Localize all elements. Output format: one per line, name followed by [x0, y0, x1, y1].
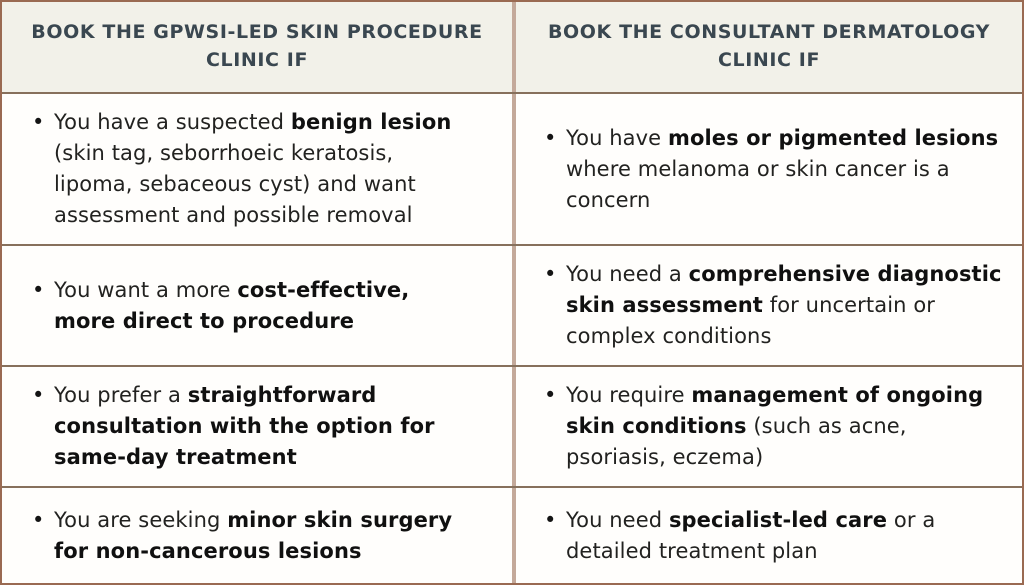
table-row: • You prefer a straightforward consultati… [2, 365, 1022, 486]
table-body: • You have a suspected benign lesion (ski… [2, 92, 1022, 583]
right-cell: • You require management of ongoing skin … [512, 367, 1022, 486]
left-cell: • You are seeking minor skin surgery for … [2, 488, 512, 583]
table-header-row: BOOK THE GPWSI-LED SKIN PROCEDURE CLINIC… [2, 2, 1022, 92]
left-cell: • You prefer a straightforward consultati… [2, 367, 512, 486]
left-cell: • You want a more cost-effective, more di… [2, 246, 512, 365]
header-dermatology-clinic: BOOK THE CONSULTANT DERMATOLOGY CLINIC I… [512, 2, 1022, 92]
list-item-text: You need specialist-led care or a detail… [566, 507, 936, 563]
list-item-text: You want a more cost-effective, more dir… [54, 277, 410, 333]
bullet-icon: • [544, 383, 557, 407]
table-row: • You have a suspected benign lesion (ski… [2, 92, 1022, 244]
list-item: • You want a more cost-effective, more di… [32, 275, 470, 337]
list-item-text: You are seeking minor skin surgery for n… [54, 507, 453, 563]
right-cell: • You have moles or pigmented lesions whe… [512, 94, 1022, 244]
bullet-icon: • [32, 277, 45, 302]
list-item: • You need specialist-led care or a detai… [544, 505, 1010, 567]
list-item: • You prefer a straightforward consultati… [32, 380, 470, 473]
list-item: • You have moles or pigmented lesions whe… [544, 123, 1010, 216]
bullet-icon: • [544, 507, 557, 532]
header-gpwsi-label: BOOK THE GPWSI-LED SKIN PROCEDURE CLINIC… [31, 21, 483, 71]
list-item: • You need a comprehensive diagnostic ski… [544, 259, 1010, 352]
list-item: • You are seeking minor skin surgery for … [32, 505, 470, 567]
header-gpwsi-clinic: BOOK THE GPWSI-LED SKIN PROCEDURE CLINIC… [2, 2, 512, 92]
right-cell: • You need a comprehensive diagnostic ski… [512, 246, 1022, 365]
left-cell: • You have a suspected benign lesion (ski… [2, 94, 512, 244]
table-row: • You are seeking minor skin surgery for … [2, 486, 1022, 583]
list-item-text: You prefer a straightforward consultatio… [54, 383, 435, 469]
bullet-icon: • [544, 125, 557, 150]
bullet-icon: • [32, 507, 45, 532]
list-item-text: You need a comprehensive diagnostic skin… [566, 262, 1002, 348]
list-item: • You have a suspected benign lesion (ski… [32, 107, 470, 231]
list-item-text: You have a suspected benign lesion (skin… [54, 110, 452, 227]
table-row: • You want a more cost-effective, more di… [2, 244, 1022, 365]
list-item-text: You have moles or pigmented lesions wher… [566, 125, 999, 212]
header-dermatology-label: BOOK THE CONSULTANT DERMATOLOGY CLINIC I… [547, 21, 991, 71]
list-item-text: You require management of ongoing skin c… [566, 383, 984, 469]
bullet-icon: • [544, 262, 557, 286]
list-item: • You require management of ongoing skin … [544, 380, 1010, 473]
right-cell: • You need specialist-led care or a detai… [512, 488, 1022, 583]
bullet-icon: • [32, 110, 45, 134]
bullet-icon: • [32, 383, 45, 407]
